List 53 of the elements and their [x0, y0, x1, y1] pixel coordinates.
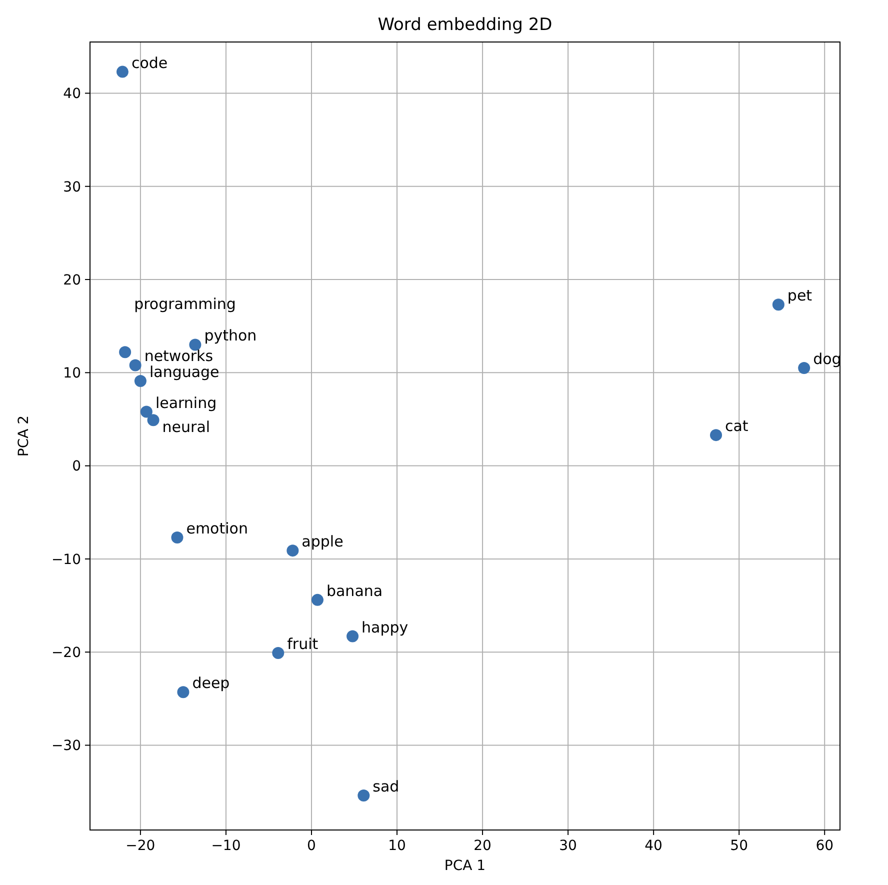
point [272, 647, 284, 660]
x-tick-label: 10 [388, 838, 406, 854]
point [116, 66, 128, 78]
y-tick-label: 20 [63, 272, 81, 288]
point [358, 790, 370, 802]
y-tick-label: −10 [51, 552, 81, 568]
annotation: happy [362, 618, 408, 636]
point [311, 594, 324, 606]
annotation: learning [155, 394, 217, 412]
x-tick-label: 60 [816, 838, 834, 854]
x-tick-label: −20 [126, 838, 156, 854]
y-tick-label: 40 [63, 86, 81, 102]
annotation: sad [372, 778, 400, 796]
annotation: emotion [186, 520, 248, 538]
x-axis-title: PCA 1 [444, 858, 486, 874]
y-tick-label: −30 [51, 738, 81, 754]
annotation: python [204, 326, 257, 345]
point [177, 686, 190, 698]
annotation: cat [725, 417, 748, 436]
annotation: pet [787, 286, 812, 305]
x-tick-label: 20 [474, 838, 492, 854]
point [140, 406, 152, 418]
y-tick-label: 10 [63, 366, 81, 382]
x-tick-label: 50 [730, 838, 748, 854]
point [129, 359, 142, 372]
point [147, 414, 160, 426]
x-tick-label: −10 [211, 838, 241, 854]
point [134, 375, 146, 388]
x-tick-label: 30 [559, 838, 577, 854]
point [772, 298, 784, 311]
chart-title: Word embedding 2D [378, 15, 552, 35]
y-tick-label: 0 [72, 458, 81, 475]
annotation: networks [144, 347, 214, 366]
y-axis-title: PCA 2 [16, 415, 32, 457]
annotation: language [149, 363, 220, 382]
annotation: dog [813, 350, 842, 368]
y-tick-label: 30 [63, 179, 81, 196]
x-tick-label: 0 [307, 838, 316, 854]
point [798, 362, 810, 374]
point [346, 630, 359, 642]
annotation: apple [302, 532, 344, 551]
point [119, 346, 132, 358]
point [286, 544, 299, 557]
point [171, 532, 184, 544]
annotation: neural [162, 418, 210, 436]
point [710, 429, 722, 442]
annotation: fruit [287, 635, 318, 654]
annotation: deep [192, 674, 230, 692]
annotation: banana [326, 582, 383, 600]
annotation: programming [134, 295, 236, 314]
y-tick-label: −20 [51, 644, 81, 661]
annotation: code [131, 54, 168, 72]
x-tick-label: 40 [644, 838, 662, 854]
